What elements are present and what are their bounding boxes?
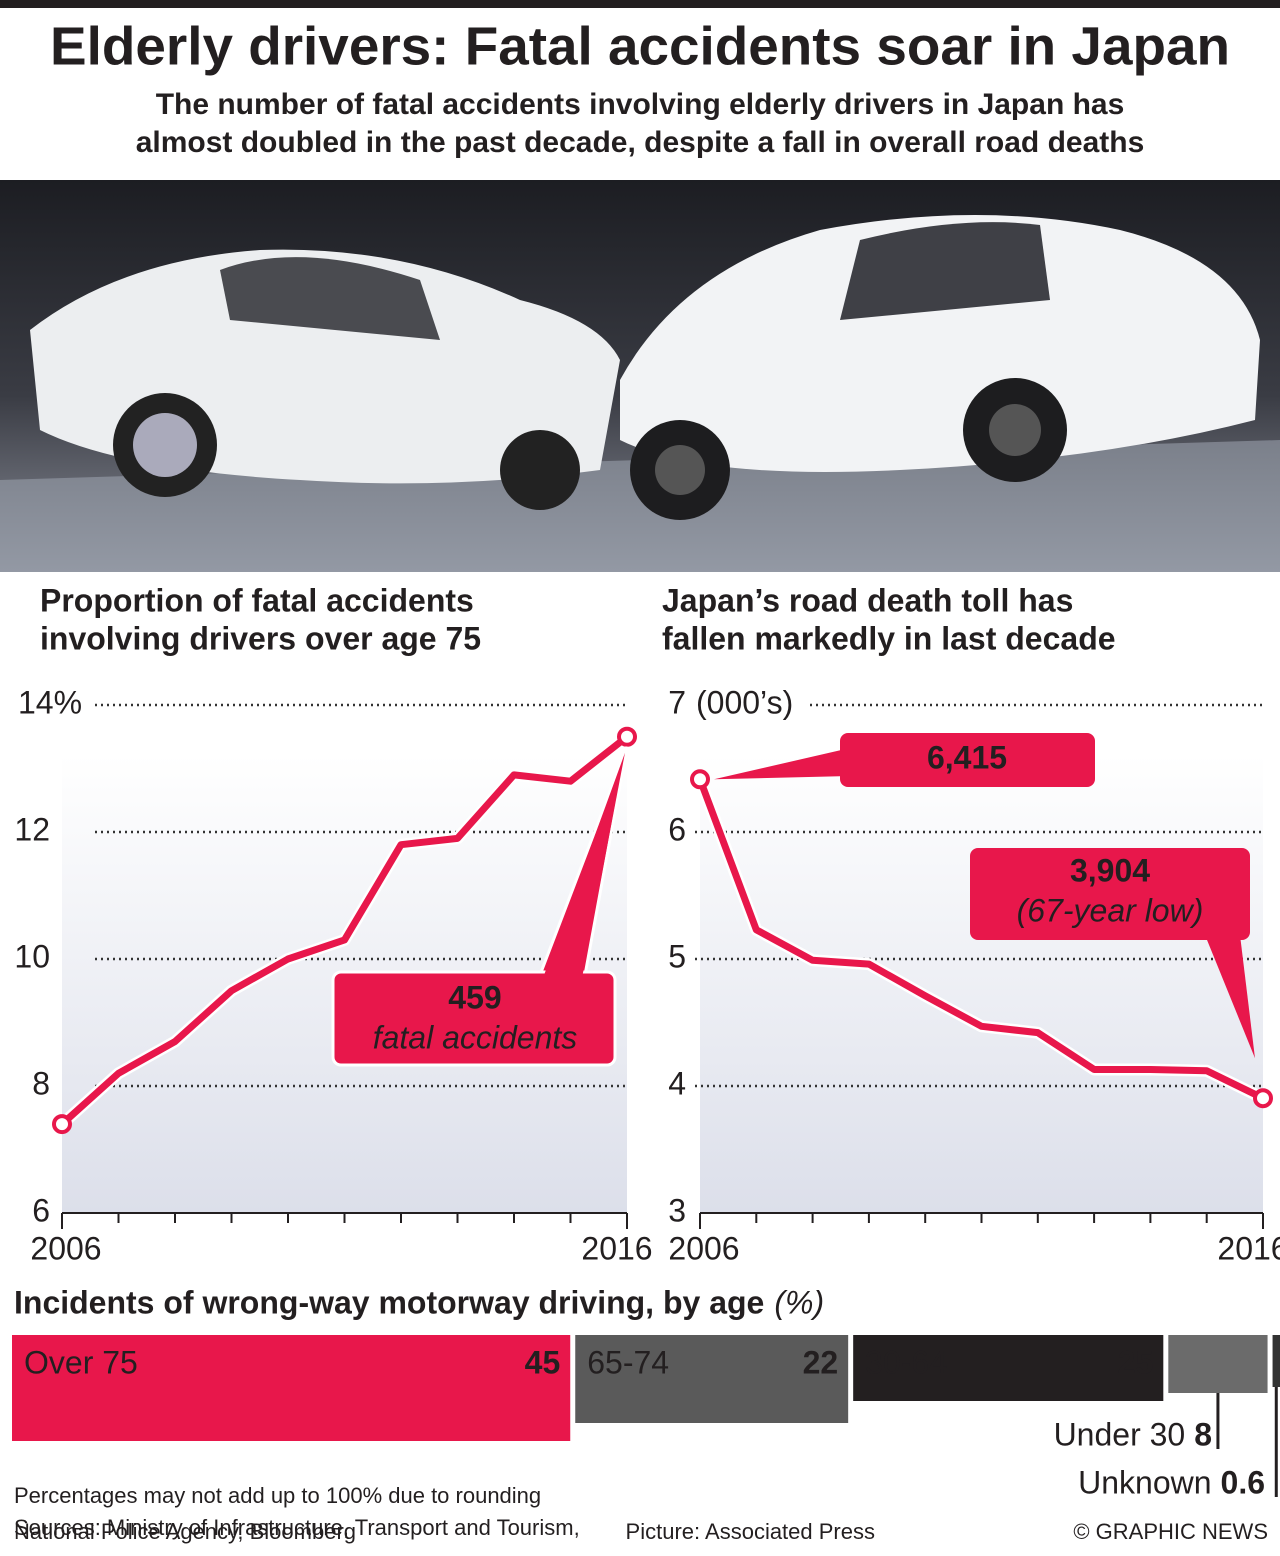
chart-title: Proportion of fatal accidents bbox=[40, 582, 474, 618]
subtitle: almost doubled in the past decade, despi… bbox=[136, 126, 1145, 159]
category-label: Unknown bbox=[1078, 1464, 1211, 1500]
callout bbox=[331, 970, 617, 1067]
annotation: (67-year low) bbox=[1017, 892, 1204, 928]
value-label: 6,415 bbox=[927, 739, 1007, 775]
category-label: 65-74 bbox=[587, 1344, 669, 1380]
bar-segment bbox=[1168, 1335, 1268, 1393]
bar-segment bbox=[575, 1335, 849, 1423]
y-tick-label: 10 bbox=[14, 938, 50, 974]
value-label: 0.6 bbox=[1221, 1464, 1265, 1500]
callout-pointer bbox=[1205, 935, 1255, 1059]
callout bbox=[840, 733, 1095, 787]
end-point bbox=[1253, 1088, 1273, 1109]
y-unit: (000’s) bbox=[696, 684, 793, 720]
category-label: 30-64 bbox=[865, 1344, 947, 1380]
y-tick-label: 14% bbox=[18, 684, 82, 720]
line bbox=[59, 733, 630, 1127]
picture-credit: Picture: Associated Press bbox=[626, 1519, 875, 1544]
bar-segment bbox=[1272, 1335, 1280, 1387]
subtitle: The number of fatal accidents involving … bbox=[156, 88, 1125, 121]
callout-pointer bbox=[543, 752, 625, 978]
chart-title: involving drivers over age 75 bbox=[40, 620, 481, 656]
unit: (%) bbox=[774, 1284, 824, 1320]
chart-title: fallen markedly in last decade bbox=[662, 620, 1116, 656]
photo bbox=[0, 180, 1280, 572]
sources: Sources: Ministry of Infrastructure, Tra… bbox=[14, 1515, 580, 1540]
annotation: fatal accidents bbox=[373, 1019, 578, 1055]
category-label: Over 75 bbox=[24, 1344, 138, 1380]
value-label: 8 bbox=[1194, 1416, 1212, 1452]
x-tick-label: 2016 bbox=[581, 1230, 652, 1266]
x-tick-label: 2006 bbox=[30, 1230, 101, 1266]
chart-title: Japan’s road death toll has bbox=[662, 582, 1073, 618]
category-label: Under 30 bbox=[1054, 1416, 1186, 1452]
value-label: 25 bbox=[1118, 1344, 1154, 1380]
plot-background bbox=[700, 755, 1263, 1213]
y-tick-label: 8 bbox=[32, 1065, 50, 1101]
value-label: 45 bbox=[525, 1344, 561, 1380]
annotation: 459 bbox=[448, 979, 501, 1015]
top-rule bbox=[0, 0, 1280, 8]
end-point bbox=[52, 1114, 72, 1135]
y-tick-label: 6 bbox=[668, 811, 686, 847]
y-tick-label: 12 bbox=[14, 811, 50, 847]
title: Elderly drivers: Fatal accidents soar in… bbox=[50, 16, 1230, 76]
x-tick-label: 2016 bbox=[1217, 1230, 1280, 1266]
callout-pointer bbox=[714, 748, 850, 780]
y-tick-label: 3 bbox=[668, 1192, 686, 1228]
y-tick-label: 5 bbox=[668, 938, 686, 974]
value-label: 22 bbox=[803, 1344, 839, 1380]
line bbox=[696, 778, 1265, 1102]
end-point bbox=[617, 726, 637, 747]
sources: National Police Agency, Bloomberg bbox=[14, 1519, 356, 1544]
bar-segment bbox=[853, 1335, 1164, 1401]
chart-title: Incidents of wrong-way motorway driving,… bbox=[14, 1284, 764, 1320]
end-point bbox=[690, 769, 710, 790]
value-label: 3,904 bbox=[1070, 852, 1150, 888]
y-tick-label: 4 bbox=[668, 1065, 686, 1101]
x-tick-label: 2006 bbox=[668, 1230, 739, 1266]
copyright: © GRAPHIC NEWS bbox=[1073, 1519, 1268, 1544]
callout bbox=[970, 848, 1250, 940]
bar-segment bbox=[12, 1335, 571, 1441]
y-tick-label: 6 bbox=[32, 1192, 50, 1228]
y-tick-label: 7 bbox=[668, 684, 686, 720]
note: Percentages may not add up to 100% due t… bbox=[14, 1483, 541, 1508]
